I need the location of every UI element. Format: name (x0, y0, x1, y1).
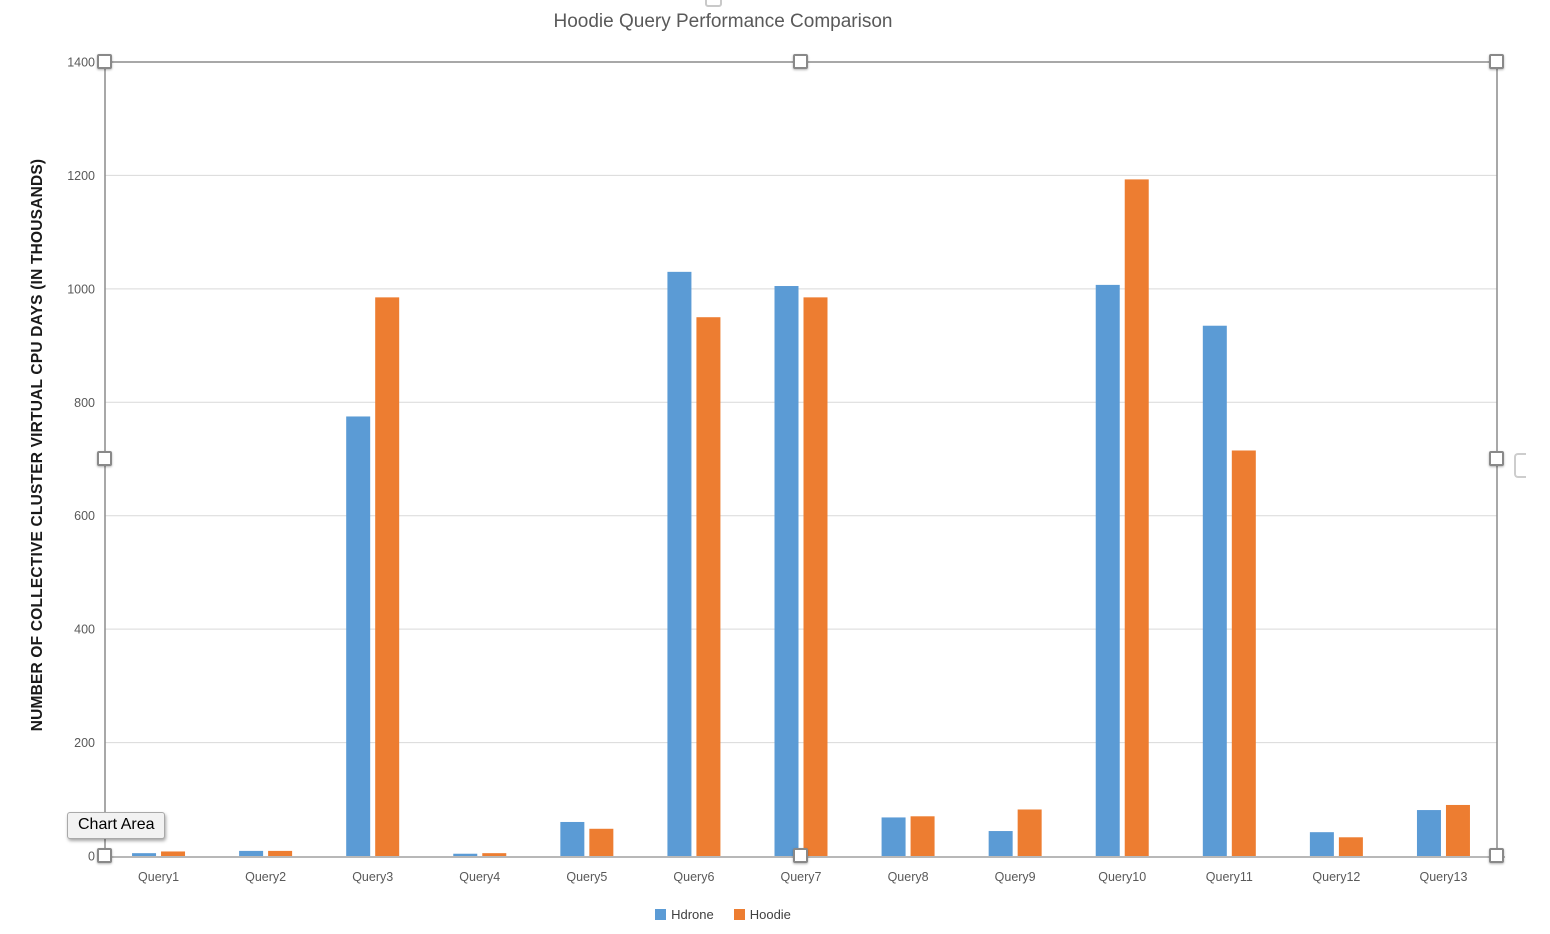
y-tick-label: 1200 (67, 169, 95, 183)
bar-hoodie-query10[interactable] (1124, 179, 1149, 857)
y-tick-label: 1400 (67, 56, 95, 70)
selection-handle-top-center[interactable] (793, 54, 808, 69)
bar-hdrone-query11[interactable] (1202, 325, 1227, 856)
bar-hdrone-query1[interactable] (132, 853, 157, 856)
x-category-label: Query8 (888, 870, 929, 884)
bar-hoodie-query13[interactable] (1445, 804, 1470, 856)
bar-hoodie-query5[interactable] (589, 828, 614, 856)
bar-hoodie-query4[interactable] (482, 853, 507, 856)
bar-hdrone-query13[interactable] (1416, 810, 1441, 856)
selection-handle-bottom-left[interactable] (97, 848, 112, 863)
bar-hdrone-query4[interactable] (453, 853, 478, 856)
bar-hoodie-query6[interactable] (696, 317, 721, 856)
bar-hoodie-query2[interactable] (268, 850, 293, 856)
selection-handle-bottom-right[interactable] (1489, 848, 1504, 863)
chart-area-tooltip: Chart Area (67, 812, 166, 839)
chart-title[interactable]: Hoodie Query Performance Comparison (553, 11, 893, 32)
bar-hdrone-query12[interactable] (1309, 832, 1334, 856)
bar-hdrone-query9[interactable] (988, 831, 1013, 856)
selection-handle-bottom-center[interactable] (793, 848, 808, 863)
selection-handle-mid-left[interactable] (97, 451, 112, 466)
partial-selection-handle-right[interactable] (1514, 453, 1526, 478)
bar-hoodie-query12[interactable] (1338, 837, 1363, 856)
bar-hoodie-query8[interactable] (910, 816, 935, 856)
x-category-label: Query2 (245, 870, 286, 884)
x-category-label: Query10 (1098, 870, 1146, 884)
selection-handle-top-left[interactable] (97, 54, 112, 69)
y-tick-label: 1000 (67, 282, 95, 296)
legend-label: Hoodie (749, 907, 791, 922)
y-tick-label: 800 (74, 396, 95, 410)
x-category-label: Query6 (673, 870, 714, 884)
x-category-label: Query12 (1312, 870, 1360, 884)
y-tick-label: 0 (88, 850, 95, 864)
y-tick-label: 400 (74, 623, 95, 637)
partial-selection-handle-top[interactable] (705, 0, 722, 7)
bar-hoodie-query11[interactable] (1231, 450, 1256, 856)
bar-hdrone-query7[interactable] (774, 286, 799, 856)
bar-hoodie-query9[interactable] (1017, 809, 1042, 856)
selection-handle-top-right[interactable] (1489, 54, 1504, 69)
chart-legend[interactable]: Hdrone Hoodie (0, 907, 1446, 922)
y-tick-label: 200 (74, 736, 95, 750)
bar-hdrone-query2[interactable] (239, 850, 264, 856)
legend-label: Hdrone (671, 907, 714, 922)
x-category-label: Query13 (1419, 870, 1467, 884)
bar-hoodie-query7[interactable] (803, 297, 828, 857)
x-category-label: Query3 (352, 870, 393, 884)
selection-handle-mid-right[interactable] (1489, 451, 1504, 466)
bar-hdrone-query6[interactable] (667, 271, 692, 856)
bar-hdrone-query8[interactable] (881, 817, 906, 856)
x-category-label: Query7 (781, 870, 822, 884)
x-category-label: Query1 (138, 870, 179, 884)
x-category-label: Query11 (1206, 870, 1253, 884)
y-tick-label: 600 (74, 509, 95, 523)
x-category-label: Query4 (459, 870, 500, 884)
legend-item-hdrone[interactable]: Hdrone (655, 907, 714, 922)
x-category-label: Query9 (995, 870, 1036, 884)
legend-item-hoodie[interactable]: Hoodie (733, 907, 791, 922)
hdrone-swatch-icon (655, 909, 667, 920)
bar-hdrone-query5[interactable] (560, 821, 585, 856)
bar-hdrone-query3[interactable] (346, 416, 371, 856)
bar-hdrone-query10[interactable] (1095, 284, 1120, 856)
bar-hoodie-query1[interactable] (161, 851, 186, 856)
hoodie-swatch-icon (733, 909, 745, 920)
bar-hoodie-query3[interactable] (375, 297, 400, 857)
x-category-label: Query5 (566, 870, 607, 884)
